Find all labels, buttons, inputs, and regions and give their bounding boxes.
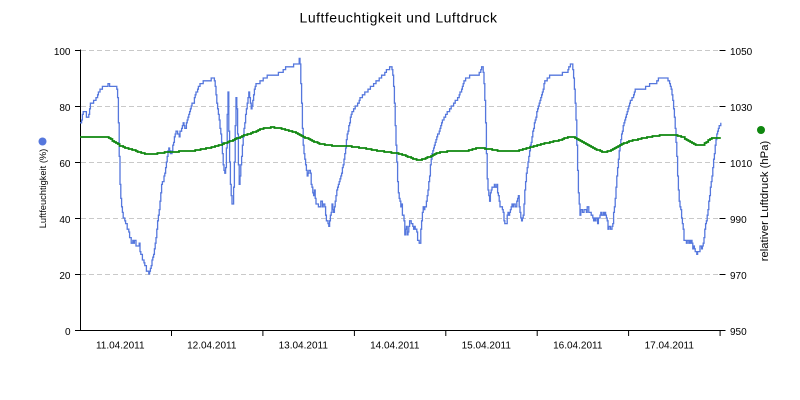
svg-text:100: 100 — [54, 47, 71, 58]
svg-text:1030: 1030 — [730, 103, 753, 114]
svg-text:17.04.2011: 17.04.2011 — [645, 341, 695, 352]
svg-text:970: 970 — [730, 271, 747, 282]
svg-text:Luftfeuchtigkeit und Luftdruck: Luftfeuchtigkeit und Luftdruck — [300, 10, 498, 26]
svg-text:80: 80 — [59, 103, 71, 114]
svg-text:12.04.2011: 12.04.2011 — [187, 341, 237, 352]
svg-text:1010: 1010 — [730, 159, 753, 170]
svg-text:950: 950 — [730, 327, 747, 338]
svg-text:13.04.2011: 13.04.2011 — [279, 341, 329, 352]
svg-text:16.04.2011: 16.04.2011 — [553, 341, 603, 352]
svg-text:20: 20 — [59, 271, 71, 282]
svg-text:60: 60 — [59, 159, 71, 170]
svg-text:14.04.2011: 14.04.2011 — [370, 341, 420, 352]
svg-text:Luftfeuchtigkeit (%): Luftfeuchtigkeit (%) — [38, 149, 48, 229]
svg-text:relativer Luftdruck (hPa): relativer Luftdruck (hPa) — [759, 140, 771, 261]
svg-text:11.04.2011: 11.04.2011 — [96, 341, 145, 352]
svg-text:15.04.2011: 15.04.2011 — [462, 341, 512, 352]
svg-text:990: 990 — [730, 215, 747, 226]
svg-text:0: 0 — [65, 327, 71, 338]
svg-text:1050: 1050 — [730, 47, 753, 58]
svg-text:40: 40 — [59, 215, 71, 226]
